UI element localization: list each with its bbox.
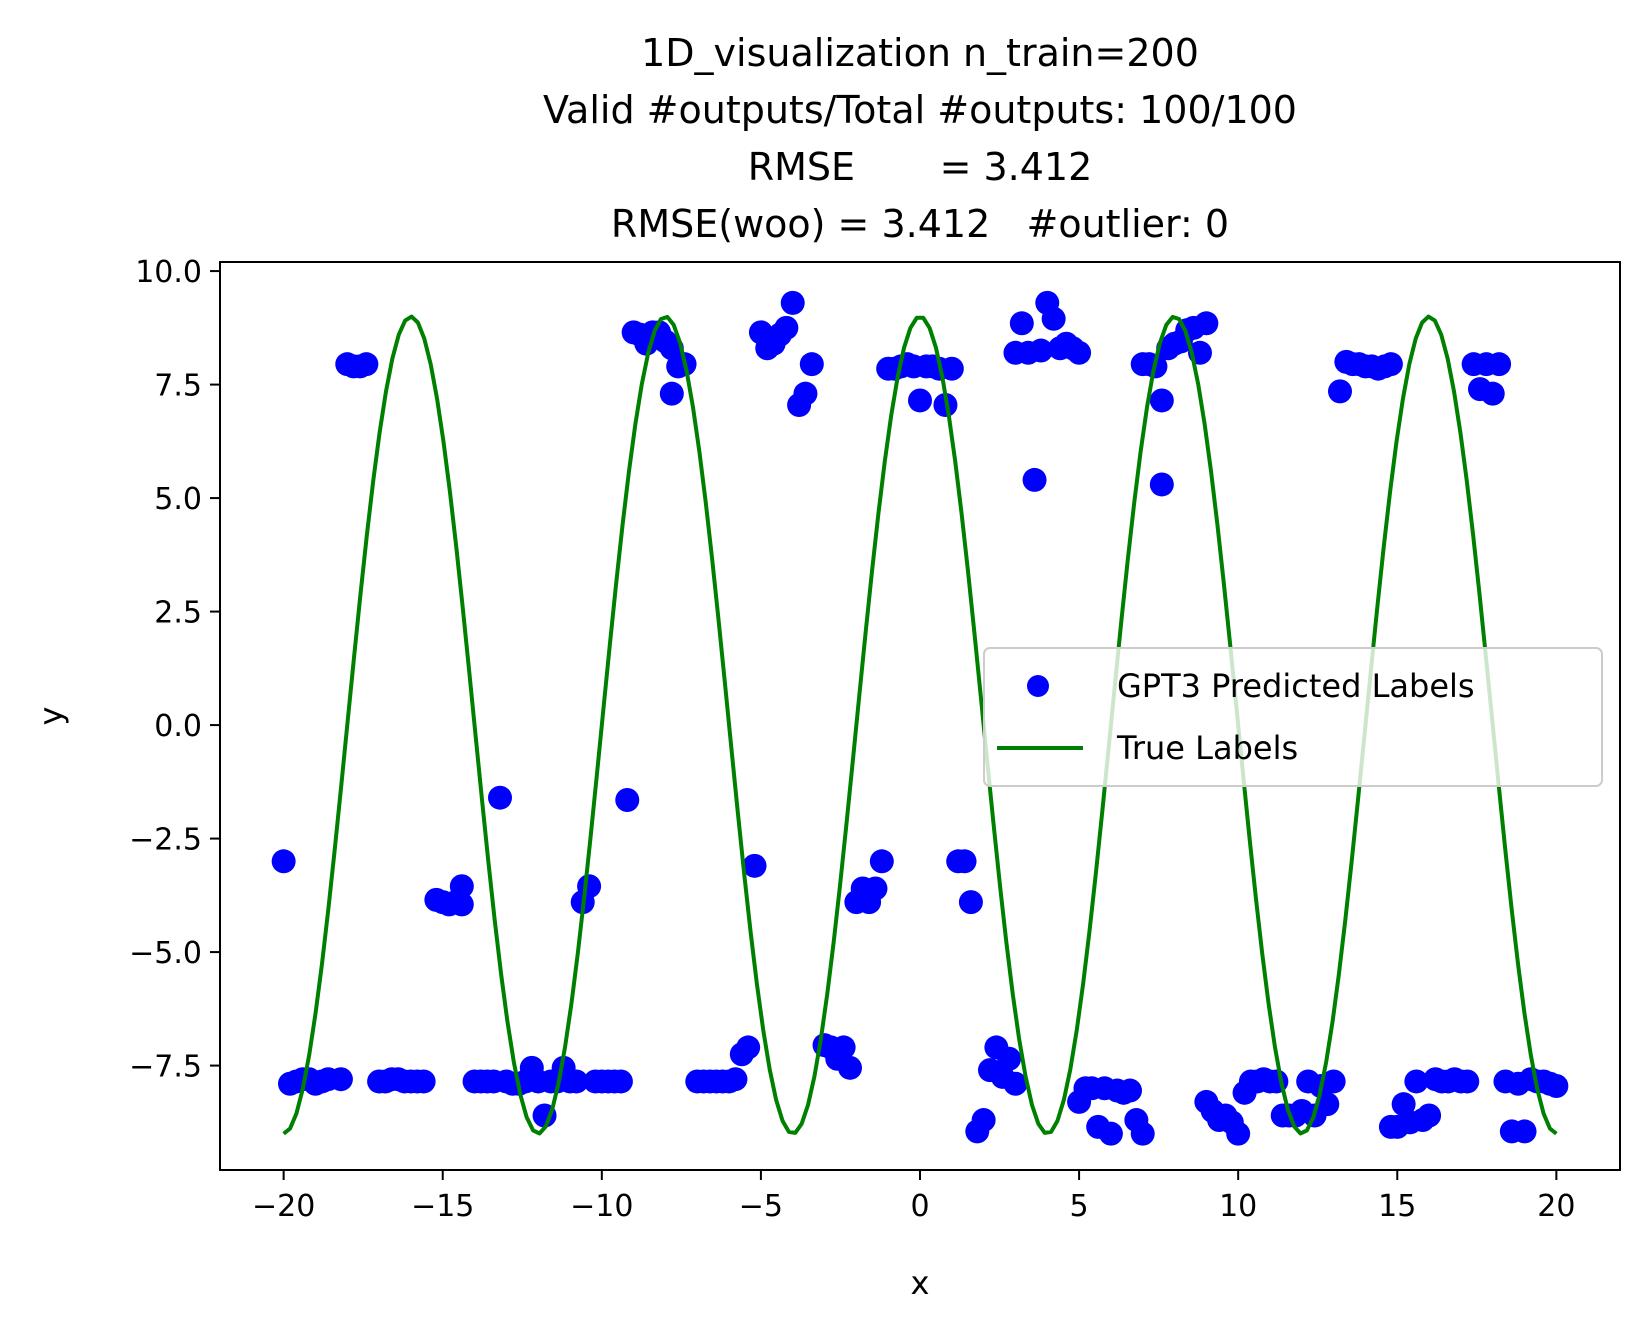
predicted-point [1328, 379, 1352, 404]
predicted-point [939, 356, 964, 381]
predicted-point [488, 785, 512, 810]
predicted-point [1480, 381, 1505, 406]
predicted-point [1194, 311, 1219, 336]
predicted-point [354, 352, 379, 377]
predicted-point [1009, 311, 1034, 336]
title-line-2: Valid #outputs/Total #outputs: 100/100 [543, 88, 1297, 132]
predicted-point [1378, 352, 1403, 377]
predicted-point [971, 1108, 996, 1133]
predicted-point [271, 849, 296, 874]
predicted-point [1022, 467, 1047, 492]
x-tick-label: 15 [1378, 1189, 1416, 1224]
x-axis: −20 −15 −10 −5 0 5 10 15 20 [252, 1170, 1575, 1224]
predicted-point [863, 876, 888, 901]
chart-title: 1D_visualization n_train=200 Valid #outp… [543, 31, 1297, 246]
predicted-point [831, 1035, 856, 1060]
legend-box [983, 647, 1603, 787]
predicted-point [952, 849, 977, 874]
predicted-point [1118, 1078, 1142, 1103]
predicted-point [723, 1067, 748, 1092]
predicted-point [659, 381, 684, 406]
legend: GPT3 Predicted Labels True Labels [983, 647, 1603, 787]
title-line-3: RMSE = 3.412 [748, 145, 1093, 189]
predicted-point [793, 381, 818, 406]
legend-marker-predicted [1027, 675, 1049, 697]
legend-label-true: True Labels [1116, 729, 1298, 767]
x-tick-label: −10 [570, 1189, 633, 1224]
predicted-point [1098, 1121, 1123, 1146]
title-line-1: 1D_visualization n_train=200 [641, 31, 1199, 75]
predicted-point [1028, 338, 1053, 363]
x-tick-label: −5 [739, 1189, 783, 1224]
predicted-point [908, 388, 932, 413]
predicted-point [564, 1069, 589, 1094]
y-tick-label: −7.5 [129, 1050, 202, 1085]
predicted-point [958, 890, 983, 915]
predicted-point [1149, 472, 1174, 497]
predicted-point [1130, 1121, 1155, 1146]
predicted-point [1404, 1069, 1429, 1094]
predicted-point [615, 787, 640, 812]
predicted-point [1067, 340, 1092, 365]
x-tick-label: 10 [1219, 1189, 1257, 1224]
title-line-4: RMSE(woo) = 3.412 #outlier: 0 [611, 202, 1229, 246]
predicted-point [799, 352, 824, 377]
predicted-point [774, 315, 799, 340]
x-tick-label: 5 [1070, 1189, 1089, 1224]
predicted-point [1226, 1121, 1251, 1146]
plot-area [271, 290, 1569, 1146]
y-tick-label: −5.0 [129, 936, 202, 971]
predicted-point [1003, 1071, 1028, 1096]
y-tick-label: 7.5 [154, 369, 202, 404]
predicted-point [1391, 1092, 1416, 1117]
predicted-point [838, 1055, 862, 1080]
predicted-point [608, 1069, 633, 1094]
predicted-point [869, 849, 894, 874]
true-labels-line [282, 314, 1558, 1136]
legend-label-predicted: GPT3 Predicted Labels [1117, 667, 1475, 705]
predicted-point [736, 1035, 761, 1060]
x-tick-label: −15 [411, 1189, 474, 1224]
y-axis-label: y [32, 707, 70, 726]
y-tick-label: −2.5 [129, 823, 202, 858]
predicted-point [1544, 1074, 1569, 1099]
predicted-point [449, 874, 474, 899]
predicted-point [1041, 306, 1066, 331]
predicted-point [1417, 1103, 1442, 1128]
predicted-point [1315, 1092, 1340, 1117]
x-tick-label: −20 [252, 1189, 315, 1224]
predicted-point [411, 1069, 436, 1094]
predicted-point [1321, 1069, 1346, 1094]
y-tick-label: 10.0 [135, 255, 202, 290]
predicted-point [1512, 1119, 1537, 1144]
predicted-point [1149, 388, 1174, 413]
x-tick-label: 20 [1537, 1189, 1575, 1224]
predicted-point [780, 290, 805, 315]
predicted-point [1487, 352, 1512, 377]
x-tick-label: 0 [910, 1189, 929, 1224]
predicted-point [328, 1067, 353, 1092]
y-tick-label: 5.0 [154, 482, 202, 517]
y-tick-label: 2.5 [154, 596, 202, 631]
predicted-point [997, 1046, 1022, 1071]
y-tick-label: 0.0 [154, 709, 202, 744]
predicted-point [1455, 1069, 1480, 1094]
predicted-point [577, 874, 602, 899]
x-axis-label: x [911, 1264, 930, 1302]
predicted-point [449, 892, 474, 917]
y-axis: 10.0 7.5 5.0 2.5 0.0 −2.5 −5.0 −7.5 [129, 255, 220, 1085]
predicted-point [742, 853, 767, 878]
